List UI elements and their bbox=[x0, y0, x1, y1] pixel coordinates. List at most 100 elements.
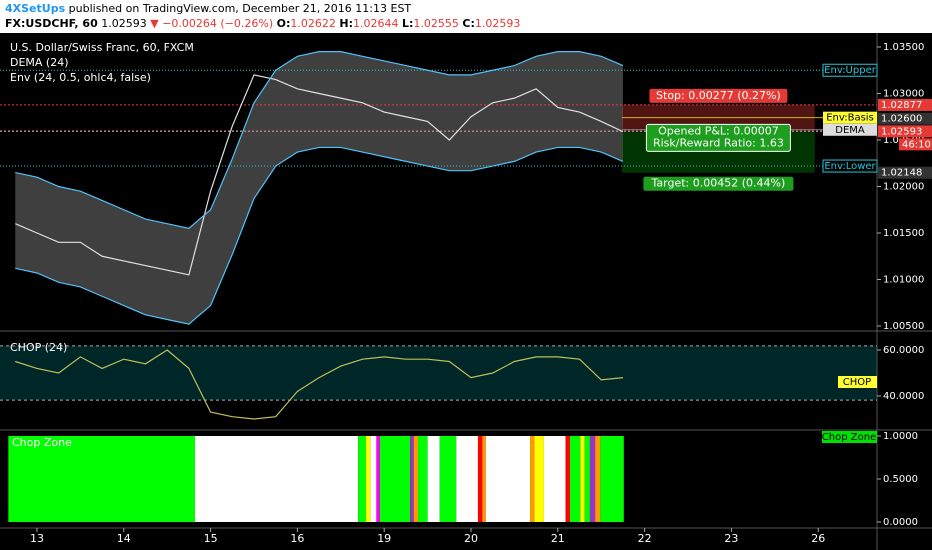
series-line bbox=[15, 51, 624, 229]
chop-zone-bar bbox=[543, 435, 566, 522]
o-label: O: bbox=[276, 17, 291, 30]
line-label: Env:Lower bbox=[824, 161, 876, 172]
panel-title: CHOP (24) bbox=[10, 341, 67, 354]
price-tag bbox=[878, 98, 932, 111]
chop-zone-bar bbox=[427, 435, 440, 522]
y-tick-label: 1.03000 bbox=[883, 88, 924, 99]
symbol: FX:USDCHF, 60 bbox=[5, 17, 98, 30]
x-tick-label: 21 bbox=[551, 532, 565, 545]
chop-zone-bar bbox=[418, 435, 428, 522]
price-tag bbox=[878, 112, 932, 125]
chop-zone-bar bbox=[379, 435, 411, 522]
price-tag-label: 1.02593 bbox=[881, 126, 922, 137]
x-tick-label: 26 bbox=[811, 532, 825, 545]
chop-line bbox=[15, 349, 623, 420]
chart-title: U.S. Dollar/Swiss Franc, 60, FXCM bbox=[10, 41, 194, 54]
chop-band bbox=[0, 345, 877, 401]
h-label: H: bbox=[339, 17, 353, 30]
x-tick-label: 13 bbox=[30, 532, 44, 545]
price-tag-label: 1.02148 bbox=[881, 168, 922, 179]
c-label: C: bbox=[462, 17, 475, 30]
panel-title: Chop Zone bbox=[12, 436, 72, 449]
chop-zone-bar bbox=[482, 435, 486, 522]
chop-zone-bar bbox=[456, 435, 478, 522]
legend-entry: Env (24, 0.5, ohlc4, false) bbox=[10, 71, 151, 84]
low: 1.02555 bbox=[413, 17, 459, 30]
y-tick-label: 60.0000 bbox=[883, 345, 924, 356]
chop-zone-bar bbox=[413, 435, 419, 522]
quote-line: FX:USDCHF, 60 1.02593 ▼ −0.00264 (−0.26%… bbox=[5, 17, 520, 30]
last: 1.02593 bbox=[101, 17, 147, 30]
y-tick-label: 40.0000 bbox=[883, 391, 924, 402]
open: 1.02622 bbox=[290, 17, 336, 30]
x-tick-label: 15 bbox=[204, 532, 218, 545]
x-tick-label: 22 bbox=[638, 532, 652, 545]
pnl-label: Opened P&L: 0.00007 bbox=[658, 124, 779, 137]
y-tick-label: 1.0000 bbox=[883, 431, 918, 442]
header: 4XSetUps published on TradingView.com, D… bbox=[0, 0, 932, 33]
stop-label: Stop: 0.00277 (0.27%) bbox=[656, 89, 781, 102]
price-tag bbox=[878, 125, 932, 138]
chop-zone-bar bbox=[534, 435, 544, 522]
line-label-box bbox=[822, 159, 878, 173]
y-tick-label: 0.5000 bbox=[883, 474, 918, 485]
countdown: 46:10 bbox=[902, 139, 931, 150]
price-tag bbox=[878, 166, 932, 179]
chop-zone-bar bbox=[8, 435, 195, 522]
stop-label-box bbox=[649, 88, 788, 103]
badge: Chop Zone bbox=[822, 432, 876, 443]
y-tick-label: 1.03500 bbox=[883, 42, 924, 53]
x-tick-label: 20 bbox=[464, 532, 478, 545]
envelope-fill bbox=[15, 51, 623, 325]
y-tick-label: 0.0000 bbox=[883, 517, 918, 528]
brand: 4XSetUps bbox=[5, 2, 66, 15]
countdown-box bbox=[899, 138, 932, 151]
chop-zone-bar bbox=[376, 435, 380, 522]
line-label: Env:Upper bbox=[824, 65, 877, 76]
chop-zone-bar bbox=[530, 435, 535, 522]
series-line bbox=[15, 146, 624, 325]
x-tick-label: 14 bbox=[117, 532, 131, 545]
x-tick-label: 19 bbox=[377, 532, 391, 545]
chop-zone-bar bbox=[600, 435, 624, 522]
chop-zone-bar bbox=[584, 435, 590, 522]
chop-zone-bar bbox=[194, 435, 359, 522]
published: published on TradingView.com, December 2… bbox=[68, 2, 412, 15]
series-line bbox=[15, 74, 624, 276]
pnl-box bbox=[645, 123, 791, 152]
badge: CHOP bbox=[843, 377, 871, 388]
line-label-box bbox=[822, 63, 878, 77]
y-tick-label: 1.02000 bbox=[883, 181, 924, 192]
line-label-box bbox=[823, 111, 877, 124]
y-tick-label: 1.00500 bbox=[883, 321, 924, 332]
chop-zone-bar bbox=[358, 435, 366, 522]
line-label-box bbox=[823, 123, 877, 136]
chop-zone-bar bbox=[595, 435, 601, 522]
chop-zone-bar bbox=[477, 435, 483, 522]
change: ▼ −0.00264 (−0.26%) bbox=[150, 17, 274, 30]
chop-zone-bar bbox=[580, 435, 585, 522]
legend-entry: DEMA (24) bbox=[10, 56, 69, 69]
close: 1.02593 bbox=[474, 17, 521, 30]
chop-zone-bar bbox=[439, 435, 457, 522]
price-tag-label: 1.02600 bbox=[881, 114, 922, 125]
target-label: Target: 0.00452 (0.44%) bbox=[651, 177, 786, 190]
target-label-box bbox=[643, 176, 794, 191]
x-tick-label: 16 bbox=[290, 532, 304, 545]
y-tick-label: 1.01500 bbox=[883, 228, 924, 239]
chop-zone-bar bbox=[485, 435, 531, 522]
line-label: DEMA bbox=[835, 125, 865, 136]
rr-label: Risk/Reward Ratio: 1.63 bbox=[653, 136, 784, 149]
line-label: Env:Basis bbox=[826, 113, 874, 124]
header-line: 4XSetUps published on TradingView.com, D… bbox=[5, 2, 411, 15]
y-tick-label: 1.01000 bbox=[883, 275, 924, 286]
badge-box bbox=[822, 431, 877, 443]
price-tag-label: 1.02877 bbox=[881, 100, 922, 111]
x-tick-label: 23 bbox=[724, 532, 738, 545]
chop-zone-bar bbox=[565, 435, 570, 522]
chop-zone-bar bbox=[589, 435, 596, 522]
chop-zone-bar bbox=[569, 435, 581, 522]
chop-zone-bar bbox=[410, 435, 414, 522]
